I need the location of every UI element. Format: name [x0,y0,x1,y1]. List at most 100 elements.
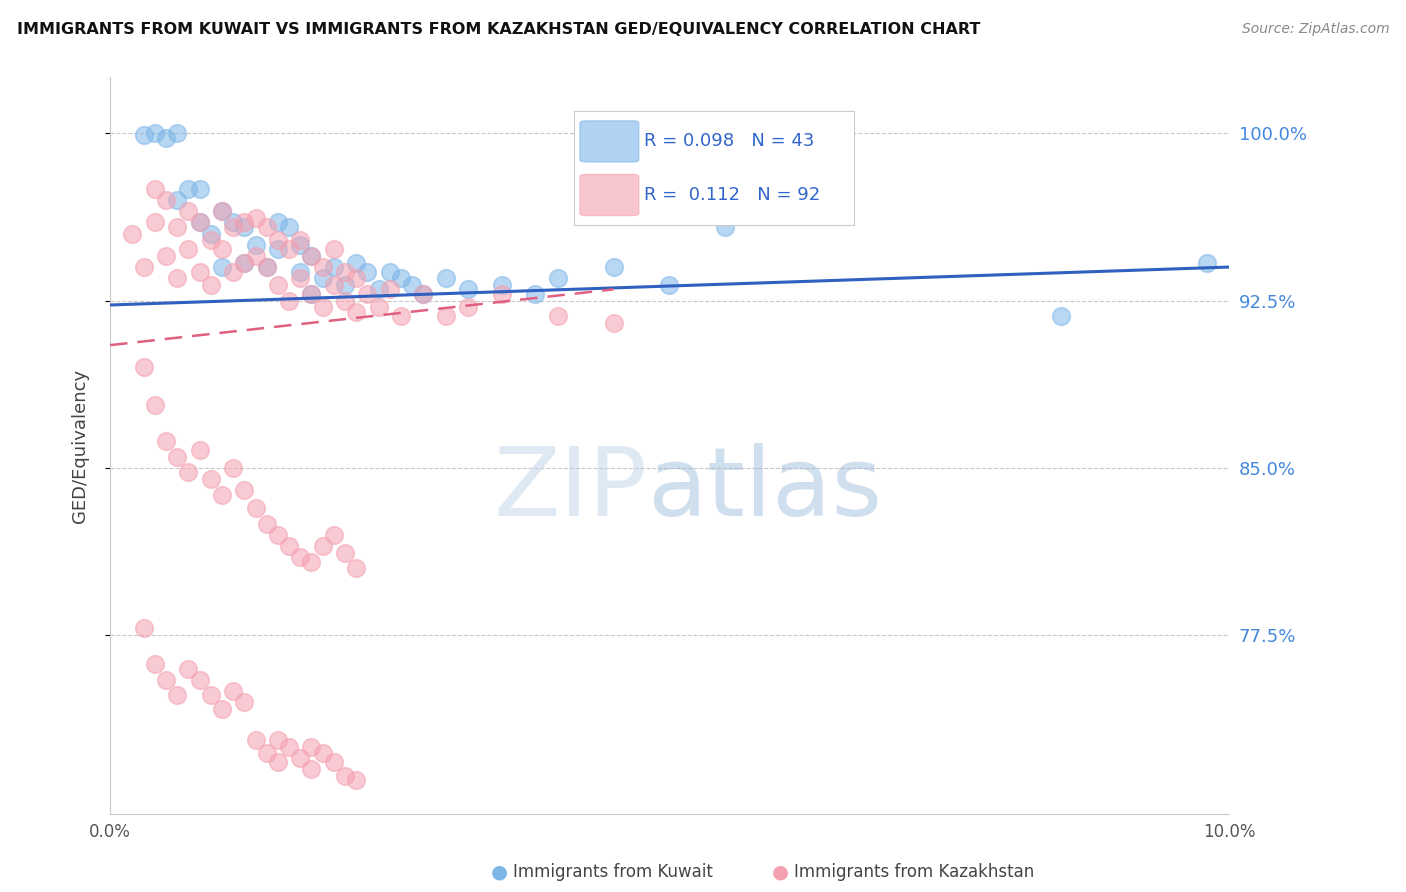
Point [311,300,333,314]
Point [290,271,312,285]
Point [602,260,624,274]
Point [301,555,323,569]
Point [1050,309,1073,323]
Point [301,286,323,301]
Point [245,249,267,263]
Point [200,472,222,486]
Point [188,442,211,457]
Point [322,242,344,256]
Point [222,460,245,475]
Point [177,242,200,256]
Point [311,271,333,285]
Point [333,277,356,292]
Point [457,300,479,314]
Point [311,260,333,274]
Point [200,227,222,241]
Point [378,264,401,278]
Point [389,271,412,285]
Point [322,260,344,274]
Point [491,277,513,292]
Point [356,264,378,278]
Point [524,286,547,301]
Point [301,249,323,263]
Point [301,286,323,301]
Point [233,255,256,269]
Point [188,264,211,278]
Text: ●: ● [491,863,508,882]
Point [344,255,367,269]
Text: atlas: atlas [647,443,882,536]
Point [333,769,356,783]
Point [155,193,177,207]
Point [233,483,256,497]
Point [143,657,166,672]
Point [301,249,323,263]
Point [143,182,166,196]
Point [166,219,188,234]
Point [434,309,457,323]
Point [322,527,344,541]
Point [166,689,188,703]
Point [211,204,233,219]
Point [311,539,333,553]
Point [367,300,389,314]
Point [211,204,233,219]
Point [333,546,356,560]
Point [166,271,188,285]
Point [714,219,737,234]
Point [301,739,323,754]
Point [200,277,222,292]
Point [344,773,367,788]
Point [188,215,211,229]
Point [245,211,267,225]
Point [233,219,256,234]
Point [200,233,222,247]
Point [233,215,256,229]
Point [278,293,301,308]
Point [132,622,155,636]
Point [378,282,401,296]
Point [233,255,256,269]
Text: ●: ● [772,863,789,882]
Point [278,739,301,754]
Text: ZIP: ZIP [494,443,647,536]
Text: Source: ZipAtlas.com: Source: ZipAtlas.com [1241,22,1389,37]
Point [256,219,278,234]
Point [333,264,356,278]
Point [200,689,222,703]
Point [434,271,457,285]
Point [547,271,569,285]
Point [344,271,367,285]
Text: Immigrants from Kazakhstan: Immigrants from Kazakhstan [794,863,1035,881]
Point [267,733,290,747]
Point [188,673,211,687]
Point [278,219,301,234]
Point [367,282,389,296]
Point [344,561,367,575]
Point [188,182,211,196]
Point [547,309,569,323]
Point [211,242,233,256]
Point [301,762,323,776]
Point [1195,255,1218,269]
Point [166,126,188,140]
Point [155,130,177,145]
Point [290,751,312,765]
Point [322,277,344,292]
Y-axis label: GED/Equivalency: GED/Equivalency [72,368,89,523]
Point [267,242,290,256]
Point [233,695,256,709]
Point [311,747,333,761]
Point [290,233,312,247]
Point [177,465,200,479]
Point [278,539,301,553]
Point [290,550,312,565]
Point [256,516,278,531]
Text: IMMIGRANTS FROM KUWAIT VS IMMIGRANTS FROM KAZAKHSTAN GED/EQUIVALENCY CORRELATION: IMMIGRANTS FROM KUWAIT VS IMMIGRANTS FRO… [17,22,980,37]
Point [188,215,211,229]
Point [177,204,200,219]
Point [211,487,233,501]
Point [267,215,290,229]
Point [267,233,290,247]
Point [143,215,166,229]
